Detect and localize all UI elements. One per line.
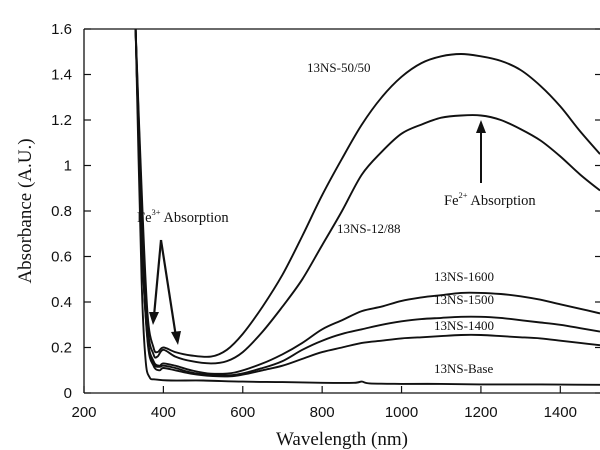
x-tick-label: 600 [230, 404, 255, 421]
fe3-arrowhead-left [149, 312, 159, 325]
series-label-13ns-1400: 13NS-1400 [434, 318, 494, 333]
series-line-13ns-50-50 [134, 29, 600, 358]
y-tick-label: 1.6 [51, 21, 72, 38]
fe3-arrows [152, 239, 178, 338]
x-tick-label: 400 [151, 404, 176, 421]
fe2-rest-text: Absorption [468, 193, 537, 209]
x-tick-label: 200 [71, 404, 96, 421]
series-label-13ns-1600: 13NS-1600 [434, 269, 494, 284]
tick-labels: 200 400 600 800 1000 1200 1400 0 0.2 0.4 0.6 0.8 1 1.… [51, 21, 577, 421]
y-tick-label: 0.4 [51, 294, 72, 311]
series-line-13ns-base [134, 29, 600, 386]
series-line-13ns-1500 [134, 29, 600, 377]
fe2-absorption-annotation: Fe2+ Absorption [444, 190, 536, 209]
fe2-arrowhead [476, 120, 486, 133]
y-axis-title: Absorbance (A.U.) [15, 138, 36, 283]
fe3-superscript: 3+ [152, 207, 161, 217]
x-axis-title: Wavelength (nm) [276, 429, 408, 450]
series-line-13ns-1600 [134, 29, 600, 375]
fe3-arrowhead-right [171, 331, 181, 345]
fe3-base-text: Fe [137, 210, 152, 226]
fe3-absorption-annotation: Fe3+ Absorption [137, 207, 229, 226]
x-tick-label: 1200 [464, 404, 497, 421]
x-tick-label: 800 [310, 404, 335, 421]
y-tick-label: 0.8 [51, 203, 72, 220]
y-tick-label: 0.2 [51, 340, 72, 357]
series-line-13ns-12-88 [134, 29, 600, 365]
series-group [134, 29, 600, 386]
axis-ticks [83, 28, 600, 394]
series-label-13ns-base: 13NS-Base [434, 361, 493, 376]
series-label-13ns-50-50: 13NS-50/50 [307, 60, 371, 75]
series-line-13ns-1400 [134, 29, 600, 378]
fe2-superscript: 2+ [459, 190, 468, 200]
y-tick-label: 0.6 [51, 249, 72, 266]
fe2-base-text: Fe [444, 193, 459, 209]
x-tick-label: 1000 [385, 404, 418, 421]
y-tick-label: 0 [64, 385, 72, 402]
y-tick-label: 1 [64, 158, 72, 175]
series-label-13ns-1500: 13NS-1500 [434, 292, 494, 307]
fe3-rest-text: Absorption [161, 210, 230, 226]
x-tick-label: 1400 [544, 404, 577, 421]
y-tick-label: 1.2 [51, 112, 72, 129]
series-label-13ns-12-88: 13NS-12/88 [337, 221, 401, 236]
y-tick-label: 1.4 [51, 67, 72, 84]
